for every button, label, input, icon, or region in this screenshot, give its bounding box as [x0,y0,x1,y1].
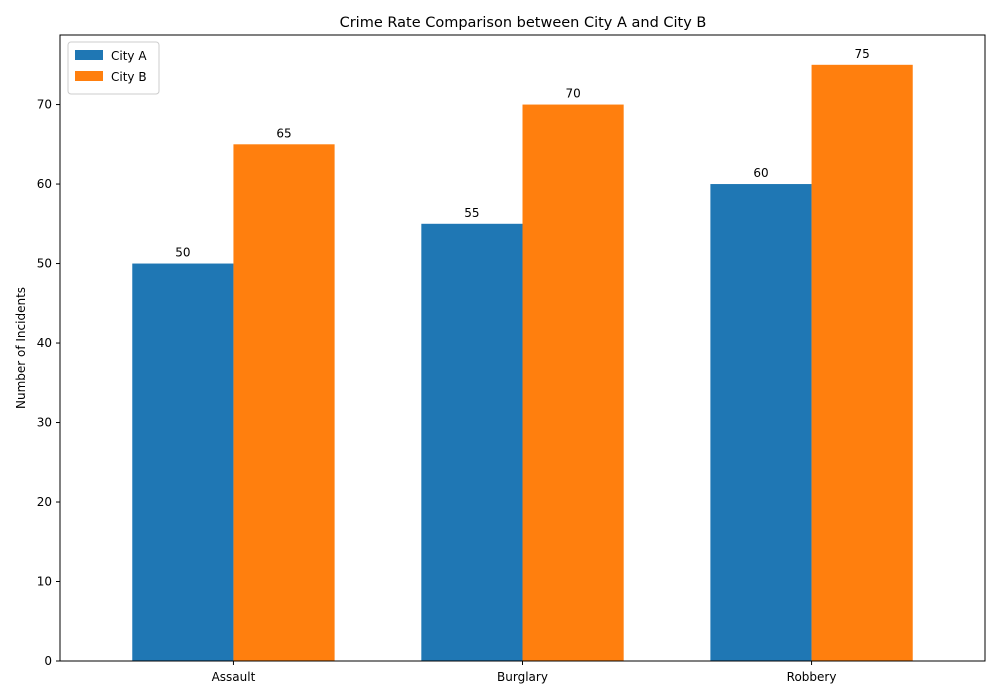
bar-city-b-assault [233,144,335,662]
data-label: 70 [565,87,580,101]
legend-label: City B [111,70,147,84]
data-label: 65 [276,126,291,140]
y-axis-label: Number of Incidents [14,287,28,409]
y-tick-label: 30 [37,416,52,430]
bar-city-b-burglary [522,104,624,662]
data-label: 60 [753,166,768,180]
legend-label: City A [111,49,147,63]
y-tick-label: 60 [37,177,52,191]
bar-city-a-burglary [421,223,523,662]
y-tick-label: 50 [37,257,52,271]
data-label: 55 [464,206,479,220]
chart-title: Crime Rate Comparison between City A and… [340,15,707,31]
y-tick-label: 20 [37,495,52,509]
y-tick-label: 40 [37,336,52,350]
y-tick-label: 70 [37,98,52,112]
bar-city-a-robbery [710,184,812,662]
bar-city-b-robbery [811,64,913,662]
x-tick-label: Assault [212,670,256,684]
legend-swatch [75,71,103,81]
bar-city-a-assault [132,263,234,661]
legend: City A City B [67,41,160,95]
x-tick-label: Burglary [497,670,548,684]
y-tick-label: 10 [37,575,52,589]
y-tick-label: 0 [44,654,52,668]
data-label: 50 [175,246,190,260]
legend-swatch [75,50,103,60]
plot-area: 50 55 60 65 70 75 0 10 20 30 40 50 60 70 Assault Burgla… [37,34,986,684]
data-label: 75 [855,47,870,61]
x-tick-label: Robbery [787,670,837,684]
